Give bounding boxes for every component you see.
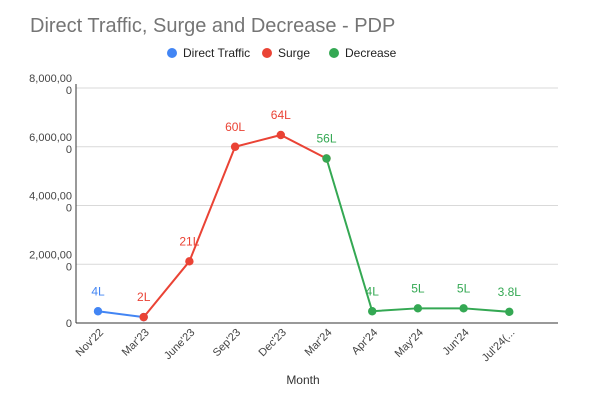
gridlines (76, 87, 558, 265)
x-tick-label-1: Nov'22 (74, 327, 106, 359)
data-point-2-1 (139, 312, 148, 322)
x-tick-label-4: Sep'23 (211, 327, 243, 359)
data-label-2-3: 60L (225, 120, 245, 134)
data-label-2-1: 2L (137, 290, 151, 304)
y-tick-label-8000: 8,000,00 0 (29, 73, 72, 97)
y-tick-label-6000: 6,000,00 0 (29, 132, 72, 156)
x-tick-label-3: June'23 (162, 327, 197, 362)
y-tick-label-0: 0 (66, 318, 72, 330)
data-point-3-2 (368, 307, 377, 316)
series-line-1 (97, 310, 144, 319)
y-axis: 0 2,000,00 0 4,000,00 0 6,000,00 0 8,000,00 0 (29, 73, 77, 330)
chart-title: Direct Traffic, Surge and Decrease - PDP (30, 15, 395, 37)
data-point-2-2 (185, 257, 194, 266)
data-point-3-3 (413, 304, 423, 313)
series-points (93, 130, 514, 322)
data-label-3-5: 3.8L (498, 285, 522, 299)
data-point-3-1 (322, 154, 331, 163)
x-tick-label-10: Jul'24(... (480, 327, 518, 365)
data-label-2-2: 21L (179, 234, 199, 248)
series-line-2 (142, 133, 327, 318)
x-tick-label-2: Mar'23 (120, 327, 152, 359)
x-tick-label-8: May'24 (393, 327, 426, 360)
legend-marker-1 (167, 48, 177, 58)
data-label-3-1: 56L (316, 132, 336, 146)
legend-label-1: Direct Traffic (183, 46, 250, 60)
data-point-3-5 (505, 307, 514, 317)
x-axis-label: Month (286, 373, 319, 387)
x-axis: Nov'22 Mar'23 June'23 Sep'23 Dec'23 Mar'24 Apr… (74, 322, 558, 365)
data-label-3-2: 4L (366, 284, 380, 298)
y-tick-label-2000: 2,000,00 0 (29, 249, 72, 273)
data-label-1-1: 4L (91, 284, 105, 298)
legend: Direct Traffic Surge Decrease (167, 46, 397, 60)
data-point-2-4 (276, 130, 285, 140)
data-point-1-1 (93, 307, 103, 316)
data-point-2-3 (230, 142, 240, 151)
series-lines (97, 133, 510, 319)
x-tick-label-7: Apr'24 (350, 327, 381, 358)
x-tick-label-9: Jun'24 (441, 327, 472, 358)
legend-label-3: Decrease (345, 46, 397, 60)
data-label-2-4: 64L (271, 108, 291, 122)
legend-label-2: Surge (278, 46, 310, 60)
data-label-3-3: 5L (411, 281, 425, 295)
x-tick-label-5: Dec'23 (256, 327, 288, 359)
data-labels: 4L 2L 21L 60L 64L 56L 4L 5L 5L 3.8L (91, 108, 521, 304)
data-point-3-4 (459, 304, 468, 313)
x-tick-label-6: Mar'24 (303, 327, 335, 359)
data-label-3-4: 5L (457, 281, 471, 295)
legend-marker-2 (262, 48, 272, 58)
y-tick-label-4000: 4,000,00 0 (29, 191, 72, 215)
legend-marker-3 (329, 48, 339, 58)
